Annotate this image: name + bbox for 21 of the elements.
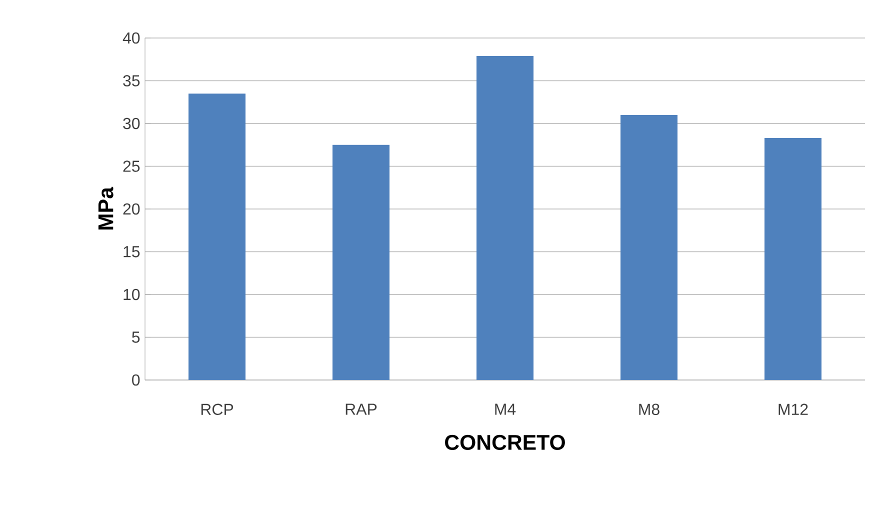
y-tick-label: 20 (123, 203, 140, 215)
y-tick-label: 10 (124, 288, 140, 300)
x-tick-label: RAP (346, 404, 377, 415)
x-tick-label: M4 (495, 404, 516, 415)
bar (332, 144, 390, 380)
x-tick-label: RCP (201, 404, 234, 416)
bar (620, 114, 678, 380)
x-tick-label: M8 (639, 404, 660, 416)
y-tick-label: 15 (124, 246, 140, 258)
y-tick-label: 40 (122, 32, 140, 44)
y-tick-label: 25 (123, 160, 140, 172)
y-axis-title: MPa (98, 186, 114, 230)
y-tick-label: 5 (132, 332, 140, 343)
y-tick-label: 35 (123, 75, 140, 86)
bar (764, 138, 822, 380)
bar (476, 56, 534, 380)
x-tick-label: M12 (778, 404, 808, 415)
y-tick-label: 0 (132, 374, 140, 386)
y-tick-label: 30 (123, 118, 140, 130)
bar (188, 94, 246, 380)
x-axis-title: CONCRETO (445, 434, 565, 450)
